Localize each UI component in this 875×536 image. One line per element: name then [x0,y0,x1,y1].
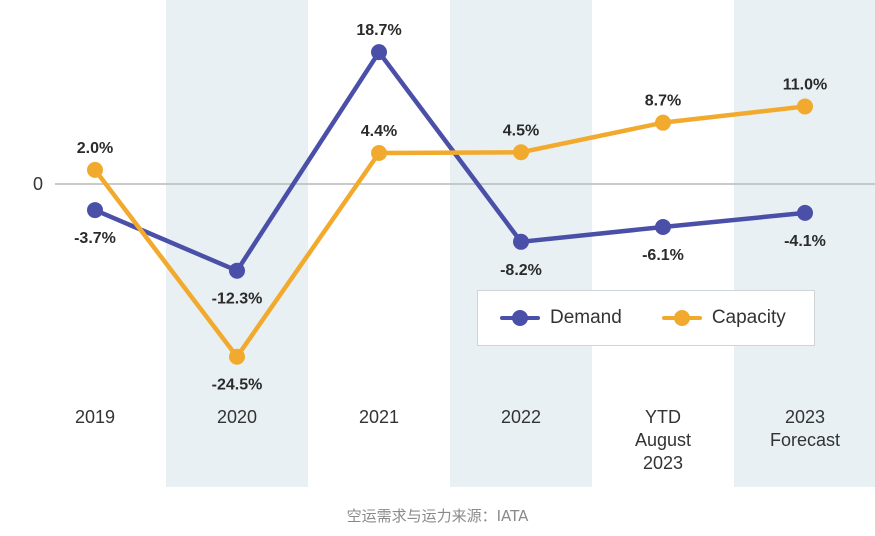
data-point-capacity [371,144,387,161]
line-chart: 0 -3.7% -12.3% 18.7% -8.2% -6.1% -4.1% 2.0% -24… [33,0,875,487]
legend-swatch-demand [500,310,540,326]
data-label-capacity: 4.4% [361,123,397,140]
x-tick-label: 2023 Forecast [770,407,840,450]
data-point-demand [655,219,671,236]
legend: Demand Capacity [477,290,815,346]
data-point-demand [797,204,813,221]
x-tick-line: 2022 [501,407,541,427]
data-point-capacity [655,114,671,131]
x-tick-line: YTD [645,407,681,427]
legend-swatch-capacity [661,310,702,326]
zero-axis-label: 0 [33,174,43,194]
data-label-capacity: 2.0% [77,140,113,157]
x-tick-line: 2023 [785,407,825,427]
data-point-capacity [513,144,529,161]
x-axis-ticks: 2019 2020 2021 2022 YTD August 2023 2023 Forecas… [75,407,840,473]
value-labels: -3.7% -12.3% 18.7% -8.2% -6.1% -4.1% 2.0% -24.5… [74,22,827,394]
series-lines [92,49,808,359]
x-tick-line: 2019 [75,407,115,427]
data-point-demand [87,202,103,219]
data-point-capacity [87,161,103,178]
x-tick-label: 2019 [75,407,115,427]
shaded-band [734,0,875,487]
source-caption: 空运需求与运力来源：IATA [346,507,529,525]
data-point-demand [513,233,529,250]
x-tick-line: 2021 [359,407,399,427]
legend-item-capacity: Capacity [661,307,786,329]
series-line-capacity [92,104,808,359]
data-label-capacity: 4.5% [503,122,539,139]
data-label-capacity: -24.5% [212,377,263,394]
data-point-demand [371,44,387,61]
x-tick-line: 2023 [643,453,683,473]
legend-item-demand: Demand [500,307,622,329]
data-point-capacity [229,348,245,365]
legend-label-demand: Demand [550,307,622,328]
x-tick-label: 2022 [501,407,541,427]
data-point-capacity [797,98,813,115]
shaded-band [166,0,308,487]
data-label-capacity: 8.7% [645,93,681,110]
data-label-capacity: 11.0% [783,76,827,93]
data-label-demand: -12.3% [212,291,263,308]
data-point-demand [229,262,245,279]
x-tick-label: 2020 [217,407,257,427]
x-tick-line: Forecast [770,430,840,450]
x-tick-label: 2021 [359,407,399,427]
data-label-demand: -6.1% [642,247,684,264]
series-points [87,44,813,365]
data-label-demand: -4.1% [784,233,826,250]
data-label-demand: -3.7% [74,230,116,247]
legend-label-capacity: Capacity [711,307,786,328]
data-label-demand: 18.7% [356,22,401,39]
x-tick-line: August [635,430,691,450]
x-tick-label: YTD August 2023 [635,407,691,473]
x-tick-line: 2020 [217,407,257,427]
data-label-demand: -8.2% [500,262,542,279]
series-line-demand [92,49,808,273]
